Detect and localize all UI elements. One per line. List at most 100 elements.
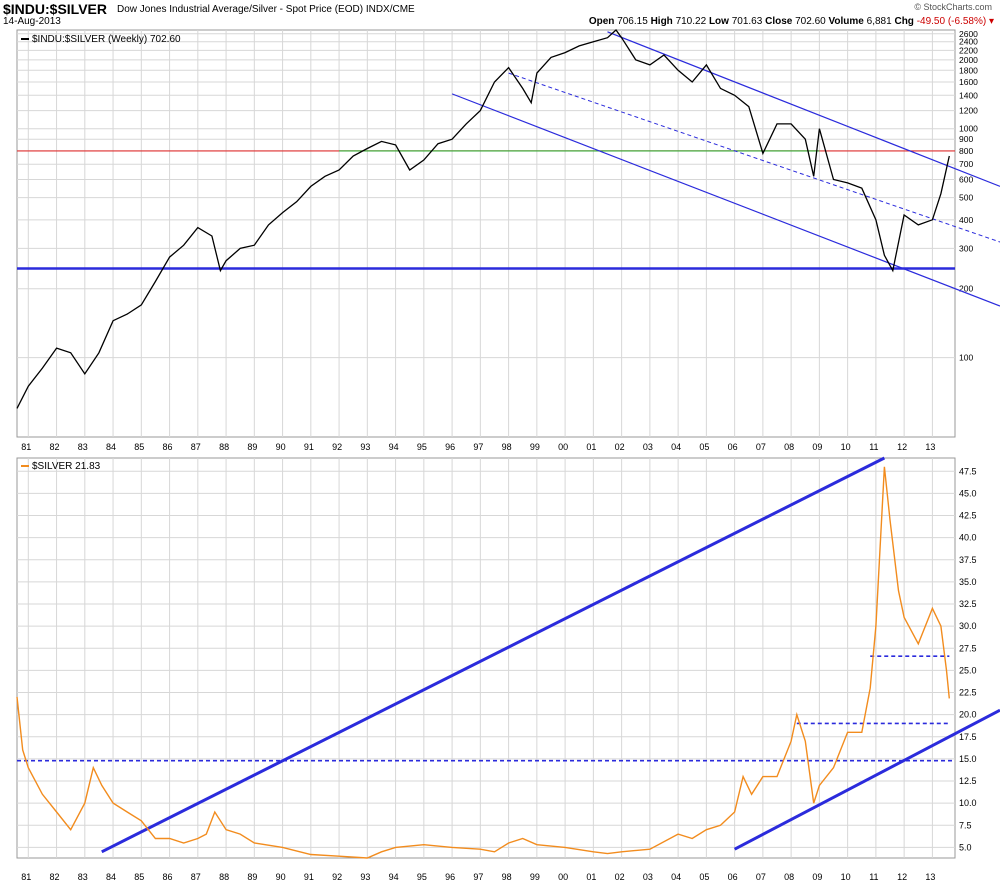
price-y-tick-label: 2000 — [959, 55, 978, 65]
silver-y-tick-label: 37.5 — [959, 555, 977, 565]
silver-y-tick-label: 12.5 — [959, 776, 977, 786]
price-x-tick-label: 90 — [276, 442, 286, 452]
high-value: 710.22 — [675, 16, 707, 27]
channel-lower-line — [451, 93, 1000, 307]
silver-x-tick-label: 93 — [360, 872, 370, 882]
silver-x-tick-label: 84 — [106, 872, 116, 882]
channel-mid-line — [508, 72, 1000, 243]
silver-y-tick-label: 30.0 — [959, 621, 977, 631]
price-y-tick-label: 1600 — [959, 77, 978, 87]
silver-x-tick-label: 87 — [191, 872, 201, 882]
price-x-tick-label: 92 — [332, 442, 342, 452]
description-text: Dow Jones Industrial Average/Silver - Sp… — [117, 4, 364, 15]
price-x-tick-label: 95 — [417, 442, 427, 452]
price-y-tick-label: 300 — [959, 243, 973, 253]
price-series-line — [16, 29, 950, 409]
silver-x-tick-label: 04 — [671, 872, 681, 882]
silver-x-tick-label: 90 — [276, 872, 286, 882]
down-arrow-icon: ▾ — [988, 16, 994, 27]
price-x-tick-label: 86 — [163, 442, 173, 452]
silver-x-tick-label: 00 — [558, 872, 568, 882]
silver-x-tick-label: 98 — [502, 872, 512, 882]
silver-y-tick-label: 17.5 — [959, 732, 977, 742]
price-x-tick-label: 93 — [360, 442, 370, 452]
price-x-tick-label: 84 — [106, 442, 116, 452]
price-y-tick-label: 400 — [959, 215, 973, 225]
price-x-tick-label: 05 — [699, 442, 709, 452]
low-value: 701.63 — [731, 16, 763, 27]
price-x-tick-label: 98 — [502, 442, 512, 452]
close-value: 702.60 — [795, 16, 826, 27]
silver-x-tick-label: 03 — [643, 872, 653, 882]
price-x-tick-label: 85 — [134, 442, 144, 452]
silver-x-tick-label: 85 — [134, 872, 144, 882]
silver-y-tick-label: 42.5 — [959, 511, 977, 521]
price-x-tick-label: 01 — [586, 442, 596, 452]
price-x-tick-label: 83 — [78, 442, 88, 452]
close-label: Close — [765, 16, 793, 27]
silver-x-tick-label: 02 — [615, 872, 625, 882]
price-y-tick-label: 2400 — [959, 37, 978, 47]
price-x-tick-label: 12 — [897, 442, 907, 452]
price-y-tick-label: 100 — [959, 353, 973, 363]
silver-y-tick-label: 27.5 — [959, 643, 977, 653]
silver-x-tick-label: 96 — [445, 872, 455, 882]
price-y-tick-label: 1200 — [959, 106, 978, 116]
silver-x-tick-label: 12 — [897, 872, 907, 882]
silver-x-tick-label: 11 — [869, 872, 878, 882]
price-y-tick-label: 900 — [959, 134, 973, 144]
silver-y-tick-label: 40.0 — [959, 533, 977, 543]
price-x-tick-label: 91 — [304, 442, 314, 452]
price-y-tick-label: 1400 — [959, 90, 978, 100]
price-x-tick-label: 99 — [530, 442, 540, 452]
volume-value: 6,881 — [866, 16, 892, 27]
silver-x-tick-label: 09 — [812, 872, 822, 882]
chart-description: Dow Jones Industrial Average/Silver - Sp… — [117, 4, 415, 15]
silver-y-tick-label: 10.0 — [959, 798, 977, 808]
silver-x-tick-label: 08 — [784, 872, 794, 882]
open-value: 706.15 — [617, 16, 648, 27]
price-x-tick-label: 82 — [50, 442, 60, 452]
exchange-text: INDX/CME — [365, 4, 415, 15]
silver-x-tick-label: 13 — [925, 872, 935, 882]
silver-x-tick-label: 82 — [50, 872, 60, 882]
ohlc-readout: Open 706.15 High 710.22 Low 701.63 Close… — [589, 16, 994, 27]
high-label: High — [650, 16, 673, 27]
brand-label: © StockCharts.com — [914, 2, 992, 12]
price-x-tick-label: 08 — [784, 442, 794, 452]
price-x-tick-label: 88 — [219, 442, 229, 452]
chg-value: -49.50 (-6.58%) — [916, 16, 987, 27]
volume-label: Volume — [828, 16, 864, 27]
price-y-tick-label: 700 — [959, 159, 973, 169]
silver-y-tick-label: 5.0 — [959, 842, 972, 852]
silver-panel-frame — [16, 457, 956, 859]
price-x-tick-label: 81 — [21, 442, 31, 452]
silver-x-tick-label: 94 — [389, 872, 399, 882]
channel-upper-line — [607, 31, 1000, 187]
silver-y-tick-label: 35.0 — [959, 577, 977, 587]
price-x-tick-label: 06 — [728, 442, 738, 452]
silver-x-tick-label: 97 — [473, 872, 483, 882]
open-label: Open — [588, 16, 615, 27]
silver-y-tick-label: 45.0 — [959, 488, 977, 498]
price-x-tick-label: 03 — [643, 442, 653, 452]
price-x-tick-label: 10 — [841, 442, 851, 452]
silver-y-tick-label: 25.0 — [959, 665, 977, 675]
silver-y-tick-label: 15.0 — [959, 754, 977, 764]
silver-x-tick-label: 92 — [332, 872, 342, 882]
price-x-tick-label: 89 — [247, 442, 257, 452]
price-x-tick-label: 07 — [756, 442, 766, 452]
price-x-tick-label: 02 — [615, 442, 625, 452]
price-y-tick-label: 800 — [959, 146, 973, 156]
silver-y-tick-label: 22.5 — [959, 688, 977, 698]
silver-y-tick-label: 47.5 — [959, 466, 977, 476]
price-y-tick-label: 200 — [959, 284, 973, 294]
silver-x-tick-label: 95 — [417, 872, 427, 882]
chart-symbol: $INDU:$SILVER — [3, 1, 107, 17]
silver-x-tick-label: 83 — [78, 872, 88, 882]
price-x-tick-label: 04 — [671, 442, 681, 452]
low-label: Low — [708, 16, 729, 27]
silver-series-line — [16, 466, 950, 859]
price-y-tick-label: 1000 — [959, 124, 978, 134]
